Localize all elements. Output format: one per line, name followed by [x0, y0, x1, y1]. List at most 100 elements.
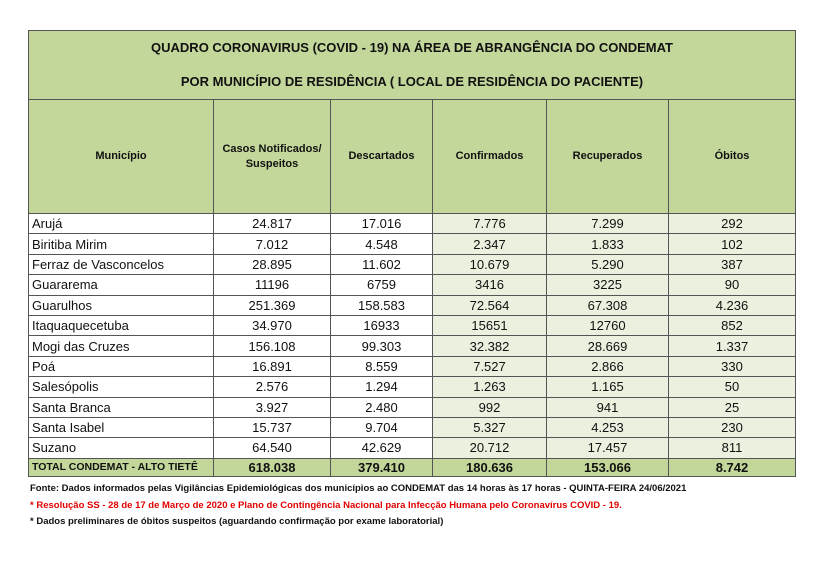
row-label: Guarulhos	[28, 294, 214, 316]
footnote: Fonte: Dados informados pelas Vigilância…	[30, 483, 687, 494]
cell: 64.540	[213, 437, 331, 459]
row-label: Suzano	[28, 437, 214, 459]
cell: 9.704	[330, 416, 433, 439]
cell: 3.927	[213, 396, 331, 418]
cell: 50	[668, 376, 796, 398]
cell: 2.866	[546, 355, 669, 378]
title-line: POR MUNICÍPIO DE RESIDÊNCIA ( LOCAL DE R…	[180, 74, 644, 89]
cell: 158.583	[330, 294, 433, 316]
cell: 11.602	[330, 253, 433, 276]
cell: 941	[546, 396, 669, 418]
data-row: Santa Isabel 15.737 9.704 5.327 4.253 230	[28, 416, 796, 439]
cell: 330	[668, 355, 796, 378]
cell: 2.347	[432, 233, 547, 255]
cell: 12760	[546, 314, 669, 337]
cell: 4.236	[668, 294, 796, 316]
cell: 20.712	[432, 437, 547, 459]
cell: 292	[668, 212, 796, 235]
covid-table: QUADRO CORONAVIRUS (COVID - 19) NA ÁREA …	[28, 30, 796, 477]
total-row: TOTAL CONDEMAT - ALTO TIETÊ 618.038 379.41…	[28, 457, 796, 477]
table-title: QUADRO CORONAVIRUS (COVID - 19) NA ÁREA …	[28, 30, 796, 100]
row-label: Guararema	[28, 274, 214, 296]
cell: 1.165	[546, 376, 669, 398]
footnotes: Fonte: Dados informados pelas Vigilância…	[30, 481, 686, 531]
data-row: Biritiba Mirim 7.012 4.548 2.347 1.833 102	[28, 233, 796, 255]
cell: 7.527	[432, 355, 547, 378]
cell: 67.308	[546, 294, 669, 316]
column-header: Município	[28, 99, 214, 214]
cell: 3416	[432, 274, 547, 296]
cell: 16933	[330, 314, 433, 337]
cell: 1.294	[330, 376, 433, 398]
data-row: Guararema 11196 6759 3416 3225 90	[28, 274, 796, 296]
row-label: Biritiba Mirim	[28, 233, 214, 255]
cell: 90	[668, 274, 796, 296]
cell: 34.970	[213, 314, 331, 337]
cell: 28.895	[213, 253, 331, 276]
data-row: Salesópolis 2.576 1.294 1.263 1.165 50	[28, 376, 796, 398]
cell: 28.669	[546, 335, 669, 357]
row-label: Santa Branca	[28, 396, 214, 418]
footnote: * Resolução SS - 28 de 17 de Março de 20…	[30, 499, 622, 511]
row-label: Arujá	[28, 212, 214, 235]
data-row: Itaquaquecetuba 34.970 16933 15651 12760 852	[28, 314, 796, 337]
row-label: Itaquaquecetuba	[28, 314, 214, 337]
data-row: Poá 16.891 8.559 7.527 2.866 330	[28, 355, 796, 378]
cell: 1.833	[546, 233, 669, 255]
data-row: Suzano 64.540 42.629 20.712 17.457 811	[28, 437, 796, 459]
cell: 251.369	[213, 294, 331, 316]
data-row: Santa Branca 3.927 2.480 992 941 25	[28, 396, 796, 418]
cell: 8.742	[668, 457, 796, 477]
column-header: Recuperados	[546, 99, 669, 214]
title-line: QUADRO CORONAVIRUS (COVID - 19) NA ÁREA …	[151, 40, 673, 55]
cell: 42.629	[330, 437, 433, 459]
data-row: Arujá 24.817 17.016 7.776 7.299 292	[28, 212, 796, 235]
cell: 15651	[432, 314, 547, 337]
cell: 153.066	[546, 457, 669, 477]
cell: 2.480	[330, 396, 433, 418]
cell: 16.891	[213, 355, 331, 378]
cell: 7.012	[213, 233, 331, 255]
cell: 2.576	[213, 376, 331, 398]
data-row: Ferraz de Vasconcelos 28.895 11.602 10.679 5…	[28, 253, 796, 276]
cell: 99.303	[330, 335, 433, 357]
cell: 25	[668, 396, 796, 418]
cell: 17.457	[546, 437, 669, 459]
column-header: Confirmados	[432, 99, 547, 214]
cell: 5.290	[546, 253, 669, 276]
cell: 1.337	[668, 335, 796, 357]
cell: 102	[668, 233, 796, 255]
cell: 6759	[330, 274, 433, 296]
column-header: Óbitos	[668, 99, 796, 214]
cell: 17.016	[330, 212, 433, 235]
cell: 387	[668, 253, 796, 276]
row-label: Mogi das Cruzes	[28, 335, 214, 357]
row-label: TOTAL CONDEMAT - ALTO TIETÊ	[28, 457, 214, 477]
cell: 3225	[546, 274, 669, 296]
cell: 379.410	[330, 457, 433, 477]
cell: 618.038	[213, 457, 331, 477]
cell: 10.679	[432, 253, 547, 276]
cell: 156.108	[213, 335, 331, 357]
data-row: Guarulhos 251.369 158.583 72.564 67.308 4.236	[28, 294, 796, 316]
column-header: Casos Notificados/ Suspeitos	[213, 99, 331, 214]
cell: 230	[668, 416, 796, 439]
cell: 24.817	[213, 212, 331, 235]
row-label: Santa Isabel	[28, 416, 214, 439]
row-label: Poá	[28, 355, 214, 378]
row-label: Salesópolis	[28, 376, 214, 398]
cell: 180.636	[432, 457, 547, 477]
cell: 1.263	[432, 376, 547, 398]
cell: 4.253	[546, 416, 669, 439]
cell: 15.737	[213, 416, 331, 439]
cell: 4.548	[330, 233, 433, 255]
header-row: Município Casos Notificados/ Suspeitos Des…	[28, 99, 796, 214]
cell: 5.327	[432, 416, 547, 439]
column-header: Descartados	[330, 99, 433, 214]
cell: 7.776	[432, 212, 547, 235]
cell: 8.559	[330, 355, 433, 378]
data-row: Mogi das Cruzes 156.108 99.303 32.382 28.669…	[28, 335, 796, 357]
cell: 992	[432, 396, 547, 418]
cell: 32.382	[432, 335, 547, 357]
